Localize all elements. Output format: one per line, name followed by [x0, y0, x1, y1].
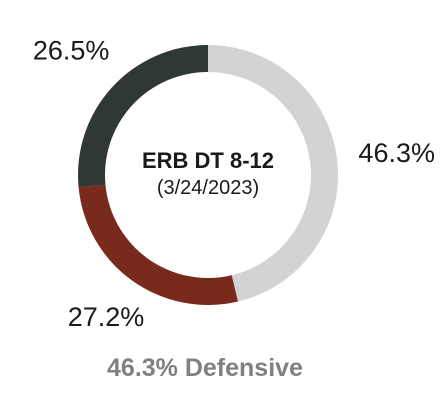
chart-title: ERB DT 8-12 [142, 148, 274, 173]
slice-label-1: 46.3% [358, 138, 435, 168]
slice-labels: 46.3% 27.2% 26.5% [33, 35, 435, 332]
chart-caption: 46.3% Defensive [107, 354, 303, 382]
slice-label-2: 27.2% [68, 302, 145, 332]
donut-slices [77, 45, 338, 305]
slice-label-3: 26.5% [33, 35, 110, 65]
donut-slice-3 [77, 45, 208, 188]
donut-slice-2 [78, 184, 238, 305]
chart-subtitle: (3/24/2023) [157, 177, 259, 199]
donut-slice-1 [208, 45, 338, 302]
